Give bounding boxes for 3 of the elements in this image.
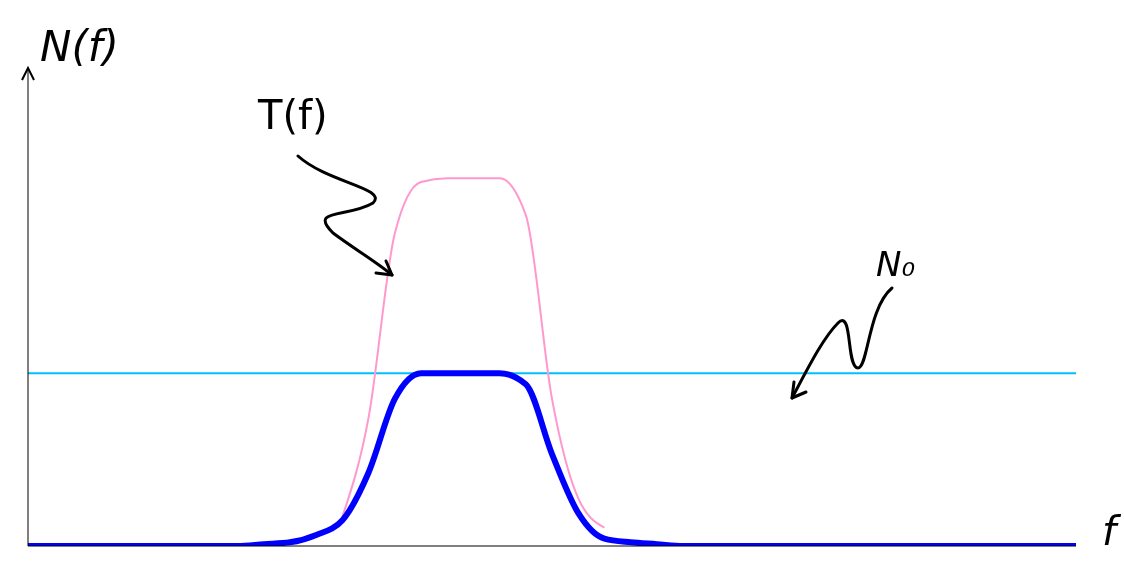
text: T(f) — [258, 92, 328, 138]
y-axis-title: N(f) — [40, 22, 119, 71]
annotation: N₀ — [876, 244, 916, 284]
